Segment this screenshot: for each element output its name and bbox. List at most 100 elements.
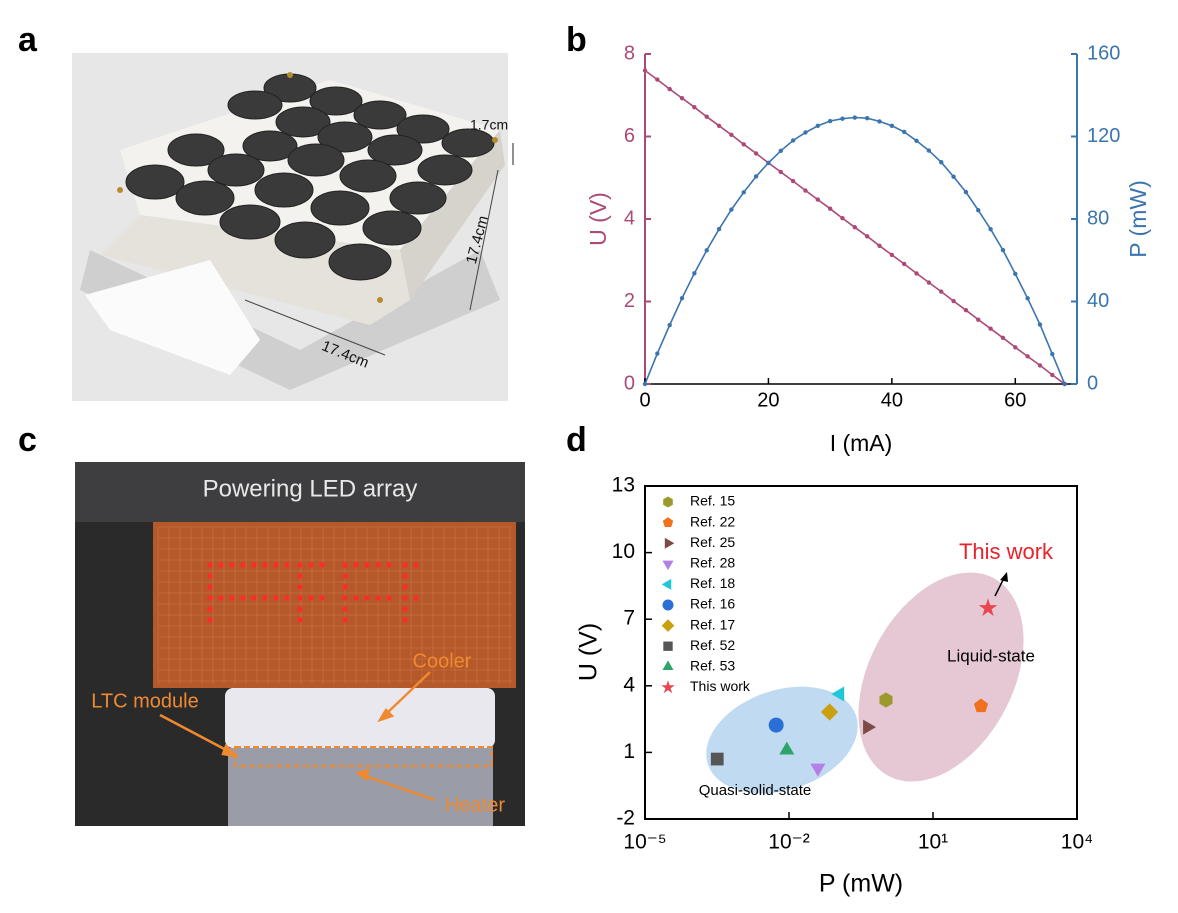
data-point xyxy=(877,119,882,124)
data-point xyxy=(864,234,870,239)
marker xyxy=(863,719,876,735)
data-point xyxy=(753,151,759,156)
data-point xyxy=(1037,363,1043,368)
annotation: Liquid-state xyxy=(947,646,1035,665)
legend-label: Ref. 22 xyxy=(690,513,735,529)
x-tick-label: 10¹ xyxy=(918,831,948,854)
data-point xyxy=(877,243,882,249)
data-point xyxy=(803,130,808,135)
data-point xyxy=(1013,345,1018,350)
data-point xyxy=(902,129,907,135)
legend-label: Ref. 15 xyxy=(690,493,735,509)
y2-tick-label: 40 xyxy=(1087,290,1109,312)
data-point xyxy=(963,307,969,313)
data-point xyxy=(716,123,722,128)
data-point xyxy=(988,227,993,232)
data-point xyxy=(778,148,783,153)
legend-marker xyxy=(661,680,675,694)
annotation: Quasi-solid-state xyxy=(699,782,812,799)
marker xyxy=(973,698,989,713)
data-point xyxy=(1025,354,1030,359)
y-tick-label: 4 xyxy=(623,673,635,696)
y-tick-label: 8 xyxy=(624,42,635,64)
y-tick-label: -2 xyxy=(616,807,635,830)
dimension-label: 1.7cm xyxy=(470,117,508,133)
data-point xyxy=(889,252,895,258)
y-tick-label: 4 xyxy=(624,207,635,229)
marker xyxy=(831,686,845,702)
data-point xyxy=(679,296,685,301)
data-point xyxy=(963,189,969,195)
y-axis-label: U (V) xyxy=(575,623,603,681)
y-tick-label: 7 xyxy=(623,607,635,630)
legend-label: Ref. 52 xyxy=(690,637,735,653)
x-tick-label: 10⁻⁵ xyxy=(623,831,666,854)
y2-tick-label: 120 xyxy=(1087,125,1120,147)
data-point xyxy=(1013,271,1018,277)
data-point xyxy=(852,115,858,120)
marker xyxy=(820,703,839,721)
data-point xyxy=(753,174,759,179)
data-point xyxy=(951,174,956,179)
data-point xyxy=(692,271,697,276)
y-tick-label: 10 xyxy=(612,540,635,563)
marker xyxy=(710,752,724,766)
data-point xyxy=(951,298,956,304)
data-point xyxy=(667,86,672,92)
legend-label: Ref. 17 xyxy=(690,616,735,632)
x-tick-label: 10⁻² xyxy=(768,831,809,854)
data-point xyxy=(655,77,660,82)
x-tick-label: 10⁴ xyxy=(1061,831,1093,854)
data-point xyxy=(1000,247,1006,253)
data-point xyxy=(766,160,771,166)
marker xyxy=(768,717,784,733)
legend-label: Ref. 16 xyxy=(690,596,735,612)
legend-label: Ref. 18 xyxy=(690,575,735,591)
legend-marker xyxy=(661,619,675,632)
y-tick-label: 2 xyxy=(624,290,635,312)
data-point xyxy=(939,160,944,165)
data-point xyxy=(729,132,734,138)
panel-label: b xyxy=(566,21,587,59)
data-point xyxy=(914,271,919,276)
data-point xyxy=(902,261,907,267)
legend-label: This work xyxy=(690,678,751,694)
panel-label: c xyxy=(18,421,37,459)
legend-marker xyxy=(662,599,674,611)
marker xyxy=(779,741,795,755)
data-point xyxy=(803,188,808,193)
legend-marker xyxy=(662,660,674,670)
data-point xyxy=(864,115,870,121)
plot-frame xyxy=(644,485,1078,820)
arrow-head xyxy=(1000,572,1008,582)
y-tick-label: 0 xyxy=(624,372,635,394)
data-point xyxy=(976,317,981,322)
panel-label: a xyxy=(18,21,38,59)
data-point xyxy=(1000,335,1006,340)
legend-marker xyxy=(663,641,673,651)
legend-marker xyxy=(661,578,672,590)
marker xyxy=(879,692,893,708)
data-point xyxy=(667,322,672,328)
data-point xyxy=(939,289,944,294)
data-point xyxy=(716,226,722,232)
panel-label: d xyxy=(566,421,587,459)
legend-label: Ref. 25 xyxy=(690,534,735,550)
data-point xyxy=(988,326,993,331)
x-tick-label: 40 xyxy=(881,389,903,411)
data-point xyxy=(815,197,820,202)
data-point xyxy=(1050,351,1055,357)
region-liquid xyxy=(858,572,1024,782)
data-point xyxy=(1037,322,1043,327)
data-point xyxy=(642,68,648,73)
data-point xyxy=(1050,372,1055,378)
photo-a: 1.7cm 17.4cm 17.4cm xyxy=(72,53,514,401)
x-tick-label: 60 xyxy=(1004,389,1026,411)
x-tick-label: 0 xyxy=(639,389,650,411)
data-point xyxy=(790,138,796,143)
photo-label: Cooler xyxy=(413,650,472,672)
photo-label: Heater xyxy=(445,794,505,816)
data-point xyxy=(926,148,932,153)
data-point xyxy=(840,116,845,121)
data-point xyxy=(642,381,648,387)
